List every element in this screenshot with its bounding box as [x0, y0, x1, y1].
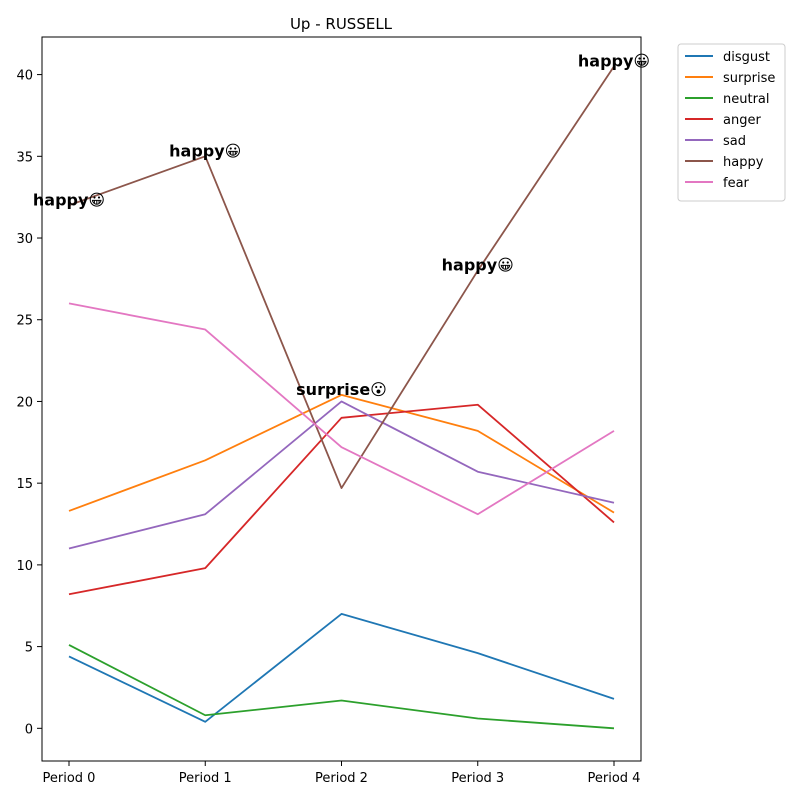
- annotation-label: surprise😮: [296, 380, 387, 399]
- y-tick-label: 35: [16, 150, 33, 165]
- y-tick-label: 40: [16, 69, 33, 84]
- y-tick-label: 10: [16, 559, 33, 574]
- x-tick-label: Period 0: [43, 771, 96, 786]
- plot-area: happy😀 happy😀 surprise😮 happy😀 happy😀: [33, 51, 650, 730]
- annotation-label: happy😀: [33, 190, 105, 209]
- legend-label-anger: anger: [723, 113, 761, 128]
- x-tick-label: Period 1: [179, 771, 232, 786]
- series-line-anger: [68, 403, 615, 596]
- legend-label-fear: fear: [723, 176, 750, 191]
- series-line-fear: [68, 302, 615, 516]
- series-line-surprise: [68, 394, 615, 514]
- y-tick-label: 30: [16, 232, 33, 247]
- y-axis: 0 5 10 15 20 25 30 35 40: [16, 69, 42, 737]
- legend: disgust surprise neutral anger sad happy fear: [677, 43, 786, 202]
- x-axis: Period 0 Period 1 Period 2 Period 3 Period 4: [43, 761, 641, 786]
- legend-label-disgust: disgust: [723, 50, 770, 65]
- x-tick-label: Period 3: [451, 771, 504, 786]
- y-tick-label: 25: [16, 314, 33, 329]
- y-tick-label: 20: [16, 395, 33, 410]
- chart-title: Up - RUSSELL: [290, 15, 393, 33]
- series-line-disgust: [68, 613, 615, 723]
- series-line-sad: [68, 400, 615, 550]
- y-tick-label: 5: [25, 641, 33, 656]
- series-line-happy: [68, 65, 615, 489]
- legend-label-sad: sad: [723, 134, 746, 149]
- annotation-label: happy😀: [442, 256, 514, 275]
- legend-label-surprise: surprise: [723, 71, 775, 86]
- annotation-label: happy😀: [578, 51, 650, 70]
- y-tick-label: 15: [16, 477, 33, 492]
- y-tick-label: 0: [25, 722, 33, 737]
- plot-frame: [41, 36, 642, 762]
- series-line-neutral: [68, 644, 615, 730]
- legend-label-happy: happy: [723, 155, 764, 170]
- x-tick-label: Period 2: [315, 771, 368, 786]
- annotation-label: happy😀: [169, 141, 241, 160]
- x-tick-label: Period 4: [588, 771, 641, 786]
- legend-label-neutral: neutral: [723, 92, 770, 107]
